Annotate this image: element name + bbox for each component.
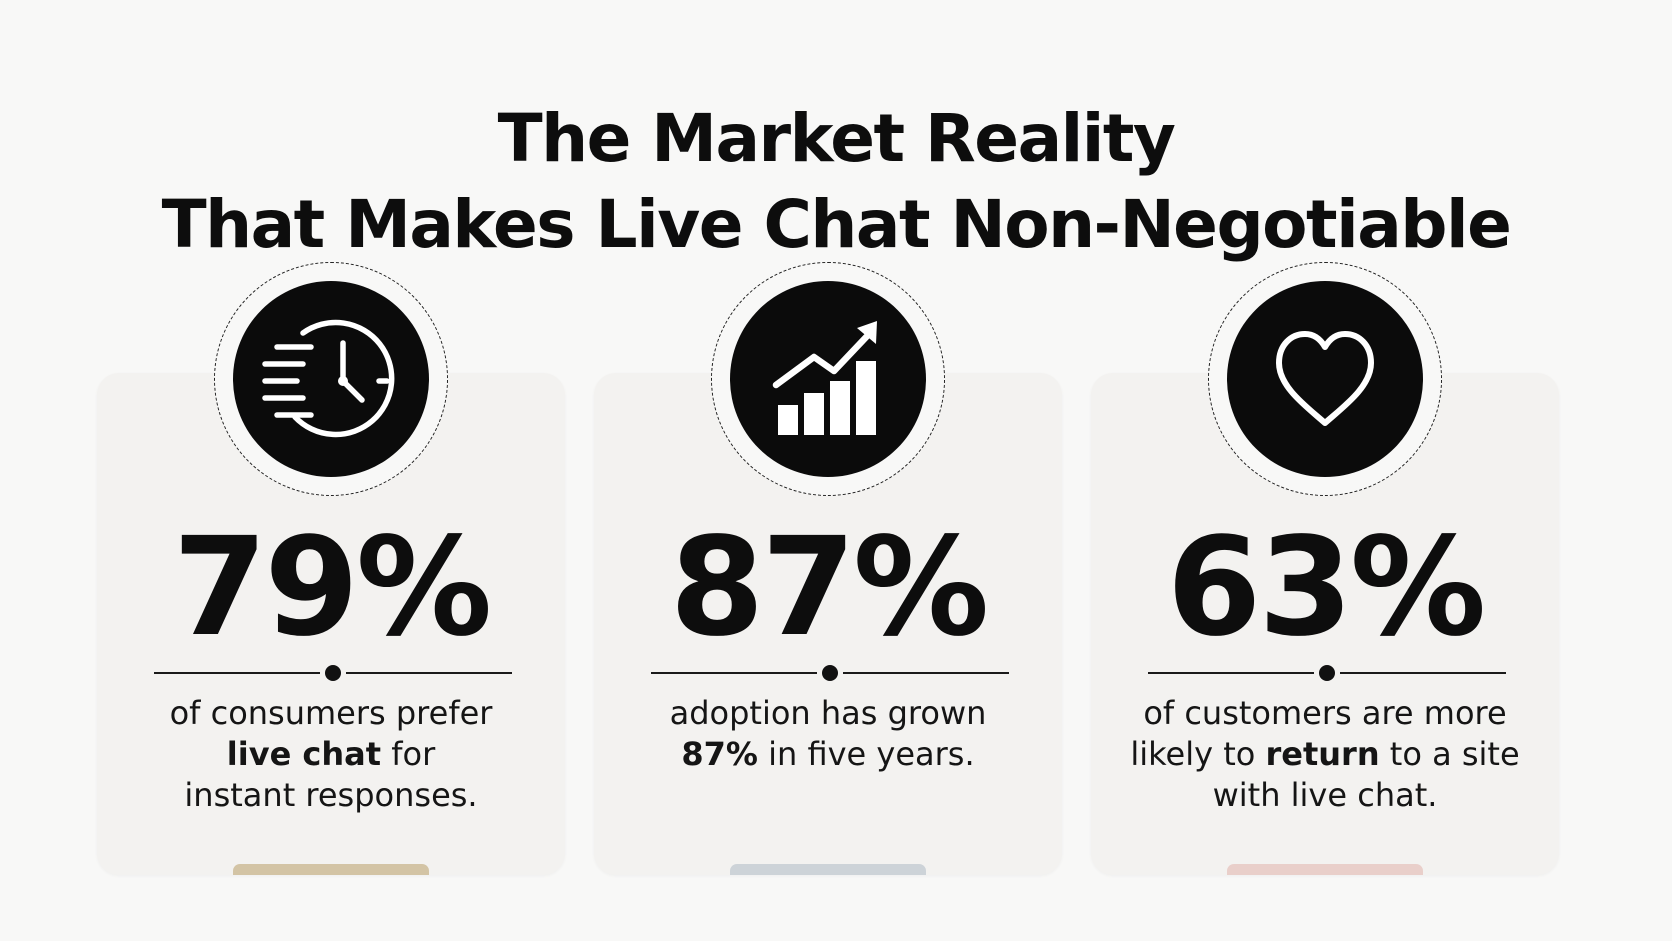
stat-description: of customers are more likely to return t… [1130, 694, 1520, 814]
highlight-text: return [1265, 735, 1380, 773]
stat-description: of consumers prefer live chat for instan… [169, 694, 493, 814]
page-title: The Market Reality That Makes Live Chat … [0, 96, 1672, 268]
divider [1148, 665, 1506, 681]
accent-bar [730, 864, 926, 875]
icon-ring [1208, 262, 1442, 496]
heart-icon [1227, 281, 1423, 477]
accent-bar [1227, 864, 1423, 875]
stat-value: 79% [172, 509, 493, 667]
accent-bar [233, 864, 429, 875]
icon-ring [214, 262, 448, 496]
title-line-2: That Makes Live Chat Non-Negotiable [161, 186, 1512, 264]
divider [154, 665, 512, 681]
stat-description: adoption has grown 87% in five years. [669, 694, 987, 773]
title-line-1: The Market Reality [497, 100, 1176, 178]
stat-value: 87% [669, 509, 990, 667]
fast-clock-icon [233, 281, 429, 477]
highlight-text: 87% [681, 735, 758, 773]
stat-value: 63% [1166, 509, 1487, 667]
icon-ring [711, 262, 945, 496]
growth-chart-icon [730, 281, 926, 477]
highlight-text: live chat [226, 735, 382, 773]
stat-card-consumers: 79% of consumers prefer live chat for in… [97, 262, 565, 875]
divider [651, 665, 1009, 681]
stat-card-adoption: 87% adoption has grown 87% in five years… [594, 262, 1062, 875]
stat-card-return: 63% of customers are more likely to retu… [1091, 262, 1559, 875]
